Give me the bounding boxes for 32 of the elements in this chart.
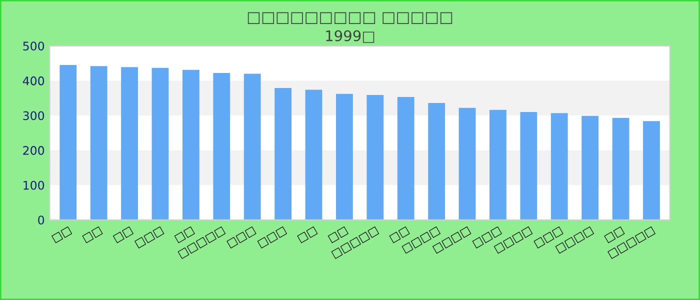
bar xyxy=(490,110,506,220)
x-tick-label: □□ xyxy=(112,226,134,244)
bar xyxy=(428,102,445,220)
bar xyxy=(90,66,108,220)
bar xyxy=(182,70,200,220)
bar xyxy=(397,97,414,220)
bar xyxy=(60,65,77,220)
bar xyxy=(582,116,599,220)
bar xyxy=(152,68,169,220)
bar xyxy=(274,88,292,220)
bar xyxy=(305,90,322,220)
bar xyxy=(244,74,261,220)
bar xyxy=(458,108,476,220)
bar xyxy=(121,67,138,220)
chart-title: □□□□□□□□□ □□□□□ xyxy=(248,12,452,24)
bar xyxy=(612,118,630,220)
x-tick-label: □□ xyxy=(82,226,103,244)
bar xyxy=(336,94,353,220)
bar xyxy=(366,94,384,220)
bar xyxy=(550,113,568,220)
bar xyxy=(643,121,660,220)
bar xyxy=(213,73,230,220)
y-tick-label: 500 xyxy=(23,42,44,51)
chart-subtitle: 1999□ xyxy=(326,30,374,43)
y-tick-label: 200 xyxy=(23,146,44,155)
y-tick-label: 300 xyxy=(23,111,44,120)
x-tick-label: □□ xyxy=(297,226,318,244)
y-tick-label: 100 xyxy=(24,180,44,190)
y-tick-label: 400 xyxy=(22,76,44,86)
y-tick-label: 0 xyxy=(38,216,44,225)
x-tick-label: □□ xyxy=(51,226,72,244)
bar xyxy=(520,112,538,220)
